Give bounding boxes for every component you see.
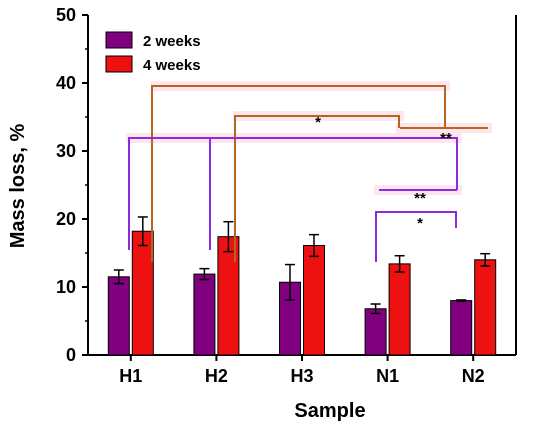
bar: [131, 230, 154, 356]
legend-label: 4 weeks: [143, 57, 201, 74]
bar: [107, 276, 130, 356]
y-tick-label: 10: [56, 277, 76, 297]
legend-label: 2 weeks: [143, 33, 201, 50]
x-tick-label: N2: [462, 366, 485, 386]
significance-label: **: [414, 190, 426, 207]
significance-brackets: ******: [128, 85, 488, 262]
y-tick-label: 0: [66, 345, 76, 365]
legend-swatch: [105, 31, 133, 49]
y-tick-label: 50: [56, 5, 76, 25]
significance-bracket: [375, 211, 457, 262]
x-tick-label: H1: [119, 366, 142, 386]
bar: [364, 308, 387, 356]
x-tick-label: H2: [205, 366, 228, 386]
legend-swatch: [105, 55, 133, 73]
y-tick-label: 40: [56, 73, 76, 93]
y-axis-title: Mass loss, %: [7, 124, 29, 249]
bar: [388, 263, 411, 356]
legend: 2 weeks 4 weeks: [105, 31, 201, 74]
bars: [107, 216, 497, 356]
x-axis-title: Sample: [294, 400, 365, 422]
significance-bracket: [234, 115, 400, 262]
bar: [193, 273, 216, 356]
bar: [474, 259, 497, 356]
bar: [303, 245, 325, 356]
significance-label: *: [315, 114, 321, 131]
y-tick-label: 30: [56, 141, 76, 161]
x-tick-label: H3: [290, 366, 313, 386]
significance-bracket: [151, 85, 446, 262]
y-tick-label: 20: [56, 209, 76, 229]
bar: [450, 300, 473, 356]
x-tick-label: N1: [376, 366, 399, 386]
significance-label: **: [440, 130, 452, 147]
axes: 0 10 20 30 40 50 H1 H2 H3 N1 N2: [56, 5, 517, 386]
significance-bracket: [128, 137, 458, 250]
significance-label: *: [417, 215, 423, 232]
